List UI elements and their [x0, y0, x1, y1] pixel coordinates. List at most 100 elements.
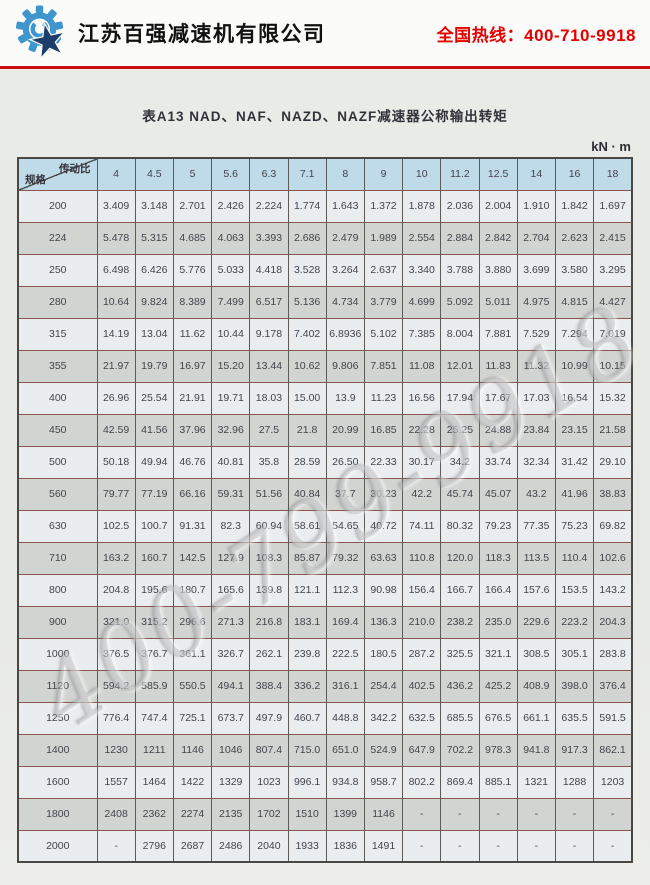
spec-cell: 200: [17, 189, 97, 222]
torque-cell: 204.3: [593, 605, 632, 638]
torque-cell: 342.2: [363, 701, 403, 734]
torque-cell: 271.3: [211, 605, 250, 638]
spec-cell: 1400: [17, 733, 97, 766]
ratio-header-cell: 5.6: [211, 157, 250, 190]
torque-cell: 136.3: [363, 605, 403, 638]
torque-cell: 1.842: [554, 189, 594, 222]
spec-cell: 560: [17, 477, 97, 510]
spec-cell: 2000: [17, 829, 97, 862]
torque-cell: 235.0: [478, 605, 518, 638]
ratio-header-cell: 8: [325, 157, 365, 190]
torque-cell: 1399: [325, 797, 365, 830]
table-row: 500 50.18 49.94 46.76 40.81 35.8 28.59 26.50 22.…: [17, 445, 632, 478]
torque-cell: 49.94: [134, 445, 174, 478]
torque-table: 传动比 规格 4 4.5 5 5.6 6.3 7.1 8 9 10 11.2 12.5 14 16 18 …: [17, 157, 633, 863]
torque-cell: 2.479: [325, 221, 365, 254]
torque-cell: 37.7: [325, 477, 365, 510]
torque-cell: 1510: [287, 797, 327, 830]
table-row: 400 26.96 25.54 21.91 19.71 18.03 15.00 13.9 11.…: [17, 381, 632, 414]
torque-cell: 120.0: [440, 541, 480, 574]
torque-cell: 79.77: [96, 477, 136, 510]
torque-cell: 143.2: [593, 573, 632, 606]
torque-cell: 3.880: [478, 253, 518, 286]
torque-cell: 21.8: [287, 413, 327, 446]
red-divider: [0, 66, 650, 69]
torque-cell: 23.84: [516, 413, 556, 446]
torque-cell: 42.2: [402, 477, 441, 510]
torque-cell: 2.623: [554, 221, 594, 254]
corner-spec-label: 规格: [25, 173, 46, 186]
table-row: 2000-2796 2687 2486 2040 1933 1836 1491- - - - - -: [17, 829, 632, 862]
torque-cell: 702.2: [440, 733, 480, 766]
spec-cell: 800: [17, 573, 97, 606]
torque-cell: 807.4: [249, 733, 289, 766]
table-row: 1400 1230 1211 1146 1046 807.4 715.0 651.0 524.9…: [17, 733, 632, 766]
torque-cell: 2.036: [440, 189, 480, 222]
torque-cell: 321.0: [96, 605, 136, 638]
ratio-header-cell: 9: [363, 157, 403, 190]
torque-cell: 4.063: [211, 221, 250, 254]
torque-cell: 941.8: [516, 733, 556, 766]
torque-cell: 32.34: [516, 445, 556, 478]
torque-cell: 42.59: [96, 413, 136, 446]
torque-cell: 2.554: [402, 221, 441, 254]
torque-cell: 2.004: [478, 189, 518, 222]
torque-cell: 238.2: [440, 605, 480, 638]
ratio-header-cell: 10: [402, 157, 441, 190]
torque-cell: 7.019: [593, 317, 632, 350]
torque-cell: 398.0: [554, 669, 594, 702]
torque-cell: 550.5: [172, 669, 212, 702]
torque-cell: 102.6: [593, 541, 632, 574]
torque-cell: 2.637: [363, 253, 403, 286]
torque-cell: 16.97: [172, 349, 212, 382]
torque-cell: 321.1: [478, 637, 518, 670]
document-sheet: 表A13 NAD、NAF、NAZD、NAZF减速器公称输出转矩 kN · m 传…: [0, 69, 650, 885]
torque-cell: 7.851: [363, 349, 403, 382]
torque-cell: 591.5: [593, 701, 632, 734]
torque-cell: 1702: [249, 797, 289, 830]
torque-cell: 2.426: [211, 189, 250, 222]
torque-cell: 3.580: [554, 253, 594, 286]
torque-cell: 139.8: [249, 573, 289, 606]
torque-cell: 37.96: [172, 413, 212, 446]
ratio-header-cell: 18: [593, 157, 632, 190]
torque-cell: -: [478, 829, 518, 862]
torque-cell: 917.3: [554, 733, 594, 766]
spec-cell: 250: [17, 253, 97, 286]
torque-cell: 34.2: [440, 445, 480, 478]
torque-cell: -: [96, 829, 136, 862]
torque-cell: 18.03: [249, 381, 289, 414]
spec-cell: 1250: [17, 701, 97, 734]
torque-cell: 7.385: [402, 317, 441, 350]
torque-cell: 497.9: [249, 701, 289, 734]
torque-cell: 75.23: [554, 509, 594, 542]
torque-cell: 15.00: [287, 381, 327, 414]
torque-cell: 1288: [554, 765, 594, 798]
torque-cell: 1.372: [363, 189, 403, 222]
ratio-header-cell: 12.5: [478, 157, 518, 190]
torque-cell: 30.23: [363, 477, 403, 510]
torque-cell: 163.2: [96, 541, 136, 574]
torque-cell: 632.5: [402, 701, 441, 734]
torque-cell: 376.5: [96, 637, 136, 670]
torque-cell: 58.61: [287, 509, 327, 542]
torque-cell: 222.5: [325, 637, 365, 670]
torque-cell: 204.8: [96, 573, 136, 606]
torque-cell: 74.11: [402, 509, 441, 542]
table-row: 315 14.19 13.04 11.62 10.44 9.178 7.402 6.8936 5…: [17, 317, 632, 350]
torque-cell: 8.389: [172, 285, 212, 318]
torque-cell: 1491: [363, 829, 403, 862]
table-row: 800 204.8 195.6 180.7 165.6 139.8 121.1 112.3 90…: [17, 573, 632, 606]
torque-cell: 45.74: [440, 477, 480, 510]
torque-cell: 2486: [211, 829, 250, 862]
torque-cell: 2274: [172, 797, 212, 830]
torque-cell: 5.776: [172, 253, 212, 286]
torque-cell: 77.19: [134, 477, 174, 510]
torque-cell: 41.96: [554, 477, 594, 510]
torque-cell: 5.315: [134, 221, 174, 254]
torque-cell: 11.83: [478, 349, 518, 382]
torque-cell: -: [554, 829, 594, 862]
torque-cell: 10.62: [287, 349, 327, 382]
torque-cell: 79.32: [325, 541, 365, 574]
spec-cell: 1000: [17, 637, 97, 670]
